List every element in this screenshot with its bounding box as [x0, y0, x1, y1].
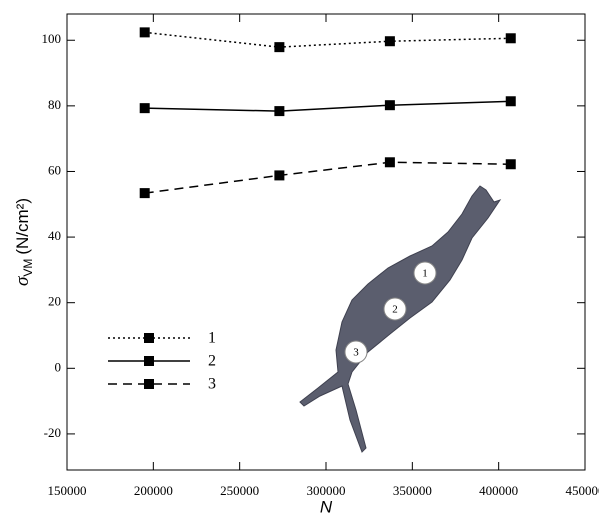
marker: [505, 33, 516, 44]
x-tick-label: 250000: [220, 483, 259, 498]
marker: [384, 100, 395, 111]
series-line: [144, 100, 511, 112]
y-axis-subscript: VM: [21, 259, 35, 277]
legend-label: 1: [208, 330, 216, 347]
y-tick-label: 0: [55, 359, 62, 374]
y-tick-label: 20: [48, 294, 61, 309]
y-axis-symbol: σ: [12, 276, 33, 286]
annotation: 3: [353, 347, 359, 359]
series-line: [144, 161, 511, 194]
legend-marker: [144, 333, 154, 343]
legend-marker: [144, 379, 154, 389]
legend-label: 2: [208, 353, 216, 370]
marker: [505, 96, 516, 107]
y-tick-label: 40: [48, 228, 61, 243]
y-axis-unit: (N/cm²): [13, 198, 32, 255]
marker: [139, 103, 150, 114]
marker: [274, 170, 285, 181]
marker: [384, 36, 395, 47]
marker: [505, 159, 516, 170]
legend-marker: [144, 356, 154, 366]
plot-frame: [66, 13, 586, 471]
series-line: [144, 31, 511, 48]
y-axis-label: σVM (N/cm²): [12, 198, 35, 286]
y-tick-label: 60: [48, 162, 61, 177]
marker: [139, 27, 150, 38]
x-tick-label: 400000: [479, 483, 518, 498]
y-tick-label: -20: [44, 425, 61, 440]
x-tick-label: 350000: [393, 483, 432, 498]
vessel-illustration: 1 2 3: [299, 185, 502, 453]
x-tick-label: 300000: [307, 483, 346, 498]
marker: [274, 42, 285, 53]
legend-label: 3: [208, 376, 216, 393]
marker: [274, 106, 285, 117]
x-tick-label: 450000: [566, 483, 599, 498]
x-tick-label: 200000: [134, 483, 173, 498]
annotation: 2: [392, 304, 398, 316]
y-tick-label: 80: [48, 97, 61, 112]
marker: [384, 157, 395, 168]
marker: [139, 188, 150, 199]
x-axis-label: N: [320, 497, 333, 516]
x-tick-label: 150000: [48, 483, 87, 498]
y-tick-label: 100: [42, 31, 62, 46]
annotation: 1: [422, 268, 428, 280]
